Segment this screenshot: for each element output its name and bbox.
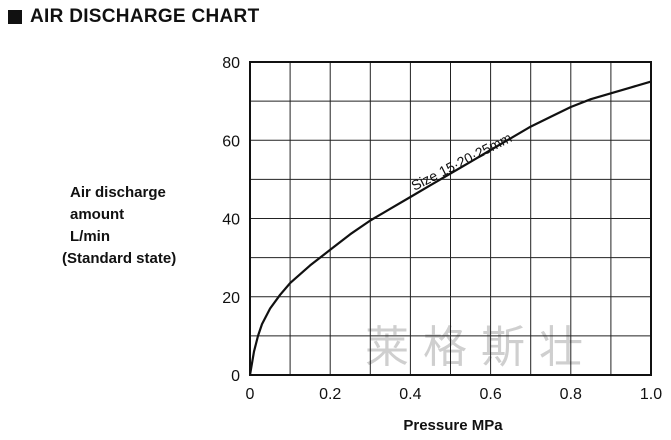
- series-annotation: Size 15·20·25mm: [409, 129, 515, 193]
- y-axis-label-line3: L/min: [70, 228, 110, 245]
- chart-header: AIR DISCHARGE CHART: [8, 6, 259, 28]
- x-tick-label: 0.2: [319, 386, 341, 403]
- y-tick-label: 0: [231, 368, 240, 385]
- y-tick-label: 80: [222, 55, 240, 72]
- y-axis-label-line1: Air discharge: [70, 184, 166, 201]
- watermark-text: 莱格斯壮: [365, 322, 597, 373]
- x-tick-label: 1.0: [640, 386, 662, 403]
- x-axis-label: Pressure MPa: [403, 417, 503, 434]
- x-tick-label: 0: [246, 386, 255, 403]
- x-tick-label: 0.8: [560, 386, 582, 403]
- y-tick-label: 20: [222, 290, 240, 307]
- y-tick-label: 60: [222, 133, 240, 150]
- x-tick-label: 0.6: [479, 386, 501, 403]
- plot-frame: [249, 61, 652, 376]
- series-line: [248, 80, 652, 376]
- y-axis-label-line4: (Standard state): [62, 250, 177, 267]
- y-axis-label-line2: amount: [70, 206, 125, 223]
- header-square-icon: [8, 10, 22, 24]
- chart-title: AIR DISCHARGE CHART: [30, 6, 260, 27]
- y-tick-label: 40: [222, 212, 240, 229]
- y-axis-label: Air discharge amount L/min (Standard sta…: [62, 182, 176, 270]
- x-tick-label: 0.4: [399, 386, 421, 403]
